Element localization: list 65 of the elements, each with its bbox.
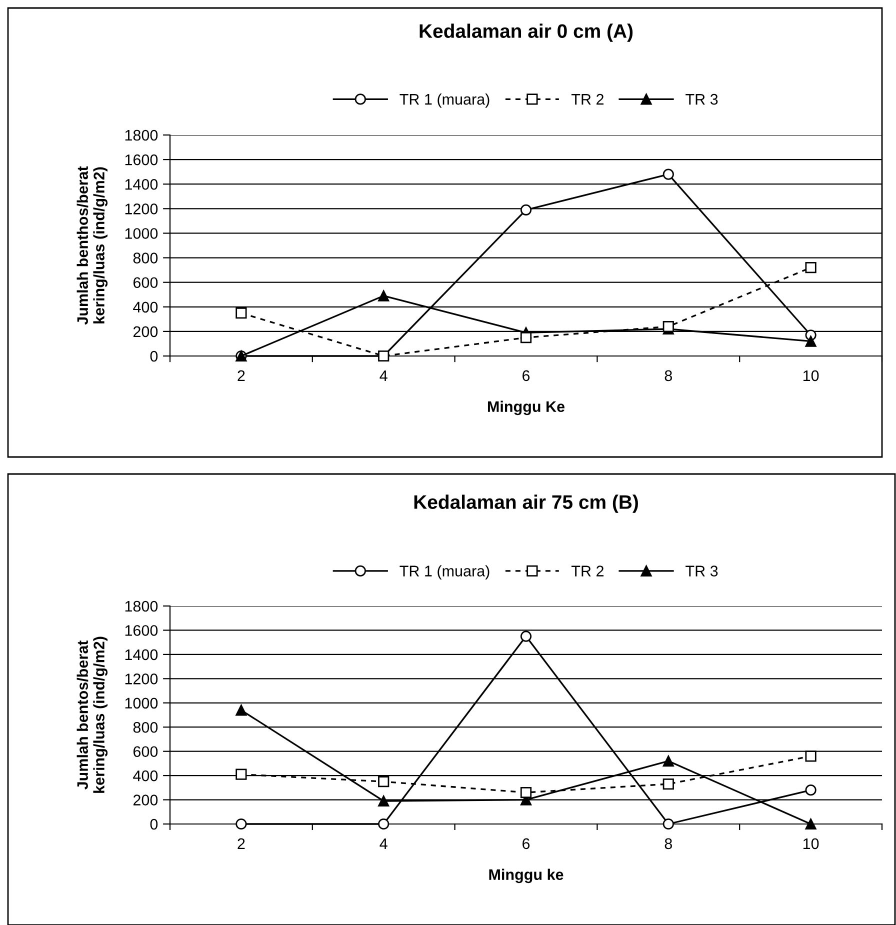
y-tick-label: 1600 bbox=[125, 154, 158, 166]
y-tick-label: 600 bbox=[133, 746, 158, 758]
y-tick-label: 1200 bbox=[125, 204, 158, 214]
y-tick-label: 400 bbox=[133, 302, 158, 313]
point bbox=[805, 750, 816, 762]
y-tick-label: 1000 bbox=[125, 698, 158, 709]
chart-title: Kedalaman air 75 cm (B) bbox=[414, 494, 638, 513]
x-tick-label: 6 bbox=[522, 370, 530, 382]
y-tick-label: 200 bbox=[133, 326, 158, 338]
x-tick-label: 6 bbox=[522, 838, 530, 850]
point bbox=[236, 818, 247, 830]
x-tick-label: 8 bbox=[664, 370, 672, 382]
x-tick-label: 8 bbox=[664, 838, 672, 850]
y-tick-label: 1600 bbox=[125, 625, 158, 636]
point bbox=[805, 784, 816, 796]
chart-title: Kedalaman air 0 cm (A) bbox=[420, 24, 633, 42]
y-tick-label: 400 bbox=[133, 770, 158, 782]
y-tick-label: 1800 bbox=[125, 130, 158, 141]
y-tick-label: 600 bbox=[133, 277, 158, 288]
x-tick-label: 4 bbox=[380, 838, 388, 849]
point bbox=[805, 818, 816, 830]
x-tick-label: 4 bbox=[380, 370, 388, 381]
y-tick-label: 1800 bbox=[125, 600, 158, 612]
y-tick-label: 0 bbox=[150, 350, 158, 362]
legend-label: TR 2 bbox=[572, 566, 604, 576]
point bbox=[378, 818, 390, 830]
y-tick-label: 1400 bbox=[125, 178, 158, 190]
y-axis-title: Jumlah benthos/berat kering/luas (ind/g/m2) bbox=[76, 166, 108, 325]
legend-label: TR 2 bbox=[572, 94, 604, 105]
point bbox=[378, 795, 390, 807]
point bbox=[236, 704, 247, 716]
point bbox=[520, 630, 532, 642]
x-tick-label: 2 bbox=[238, 838, 245, 849]
y-tick-label: 800 bbox=[133, 722, 158, 733]
point bbox=[662, 168, 674, 180]
y-tick-label: 1200 bbox=[125, 674, 158, 684]
x-tick-label: 2 bbox=[238, 370, 245, 381]
point bbox=[236, 768, 247, 780]
point bbox=[662, 778, 674, 790]
point bbox=[378, 350, 390, 362]
point bbox=[378, 290, 390, 302]
point bbox=[520, 332, 532, 344]
x-tick-label: 10 bbox=[803, 838, 819, 850]
y-tick-label: 200 bbox=[133, 794, 158, 806]
y-tick-label: 1000 bbox=[125, 228, 158, 239]
y-tick-label: 0 bbox=[150, 818, 158, 830]
point bbox=[378, 776, 390, 788]
legend-label: TR 3 bbox=[686, 566, 718, 576]
x-tick-label: 10 bbox=[803, 370, 819, 382]
legend-label: TR 3 bbox=[686, 94, 718, 105]
point bbox=[520, 204, 532, 216]
y-tick-label: 1400 bbox=[125, 649, 158, 660]
x-axis-title: Minggu ke bbox=[489, 868, 564, 884]
point bbox=[805, 262, 816, 274]
point bbox=[662, 818, 674, 830]
x-axis-title: Minggu Ke bbox=[488, 400, 565, 416]
point bbox=[662, 755, 674, 767]
y-tick-label: 800 bbox=[133, 252, 158, 264]
point bbox=[520, 786, 532, 798]
point bbox=[662, 320, 674, 332]
y-axis-title: Jumlah bentos/berat kering/luas (ind/g/m2) bbox=[76, 636, 108, 793]
legend-label: TR 1 (muara) bbox=[400, 94, 490, 108]
point bbox=[236, 307, 247, 319]
point bbox=[805, 336, 816, 347]
legend-label: TR 1 (muara) bbox=[400, 565, 490, 580]
